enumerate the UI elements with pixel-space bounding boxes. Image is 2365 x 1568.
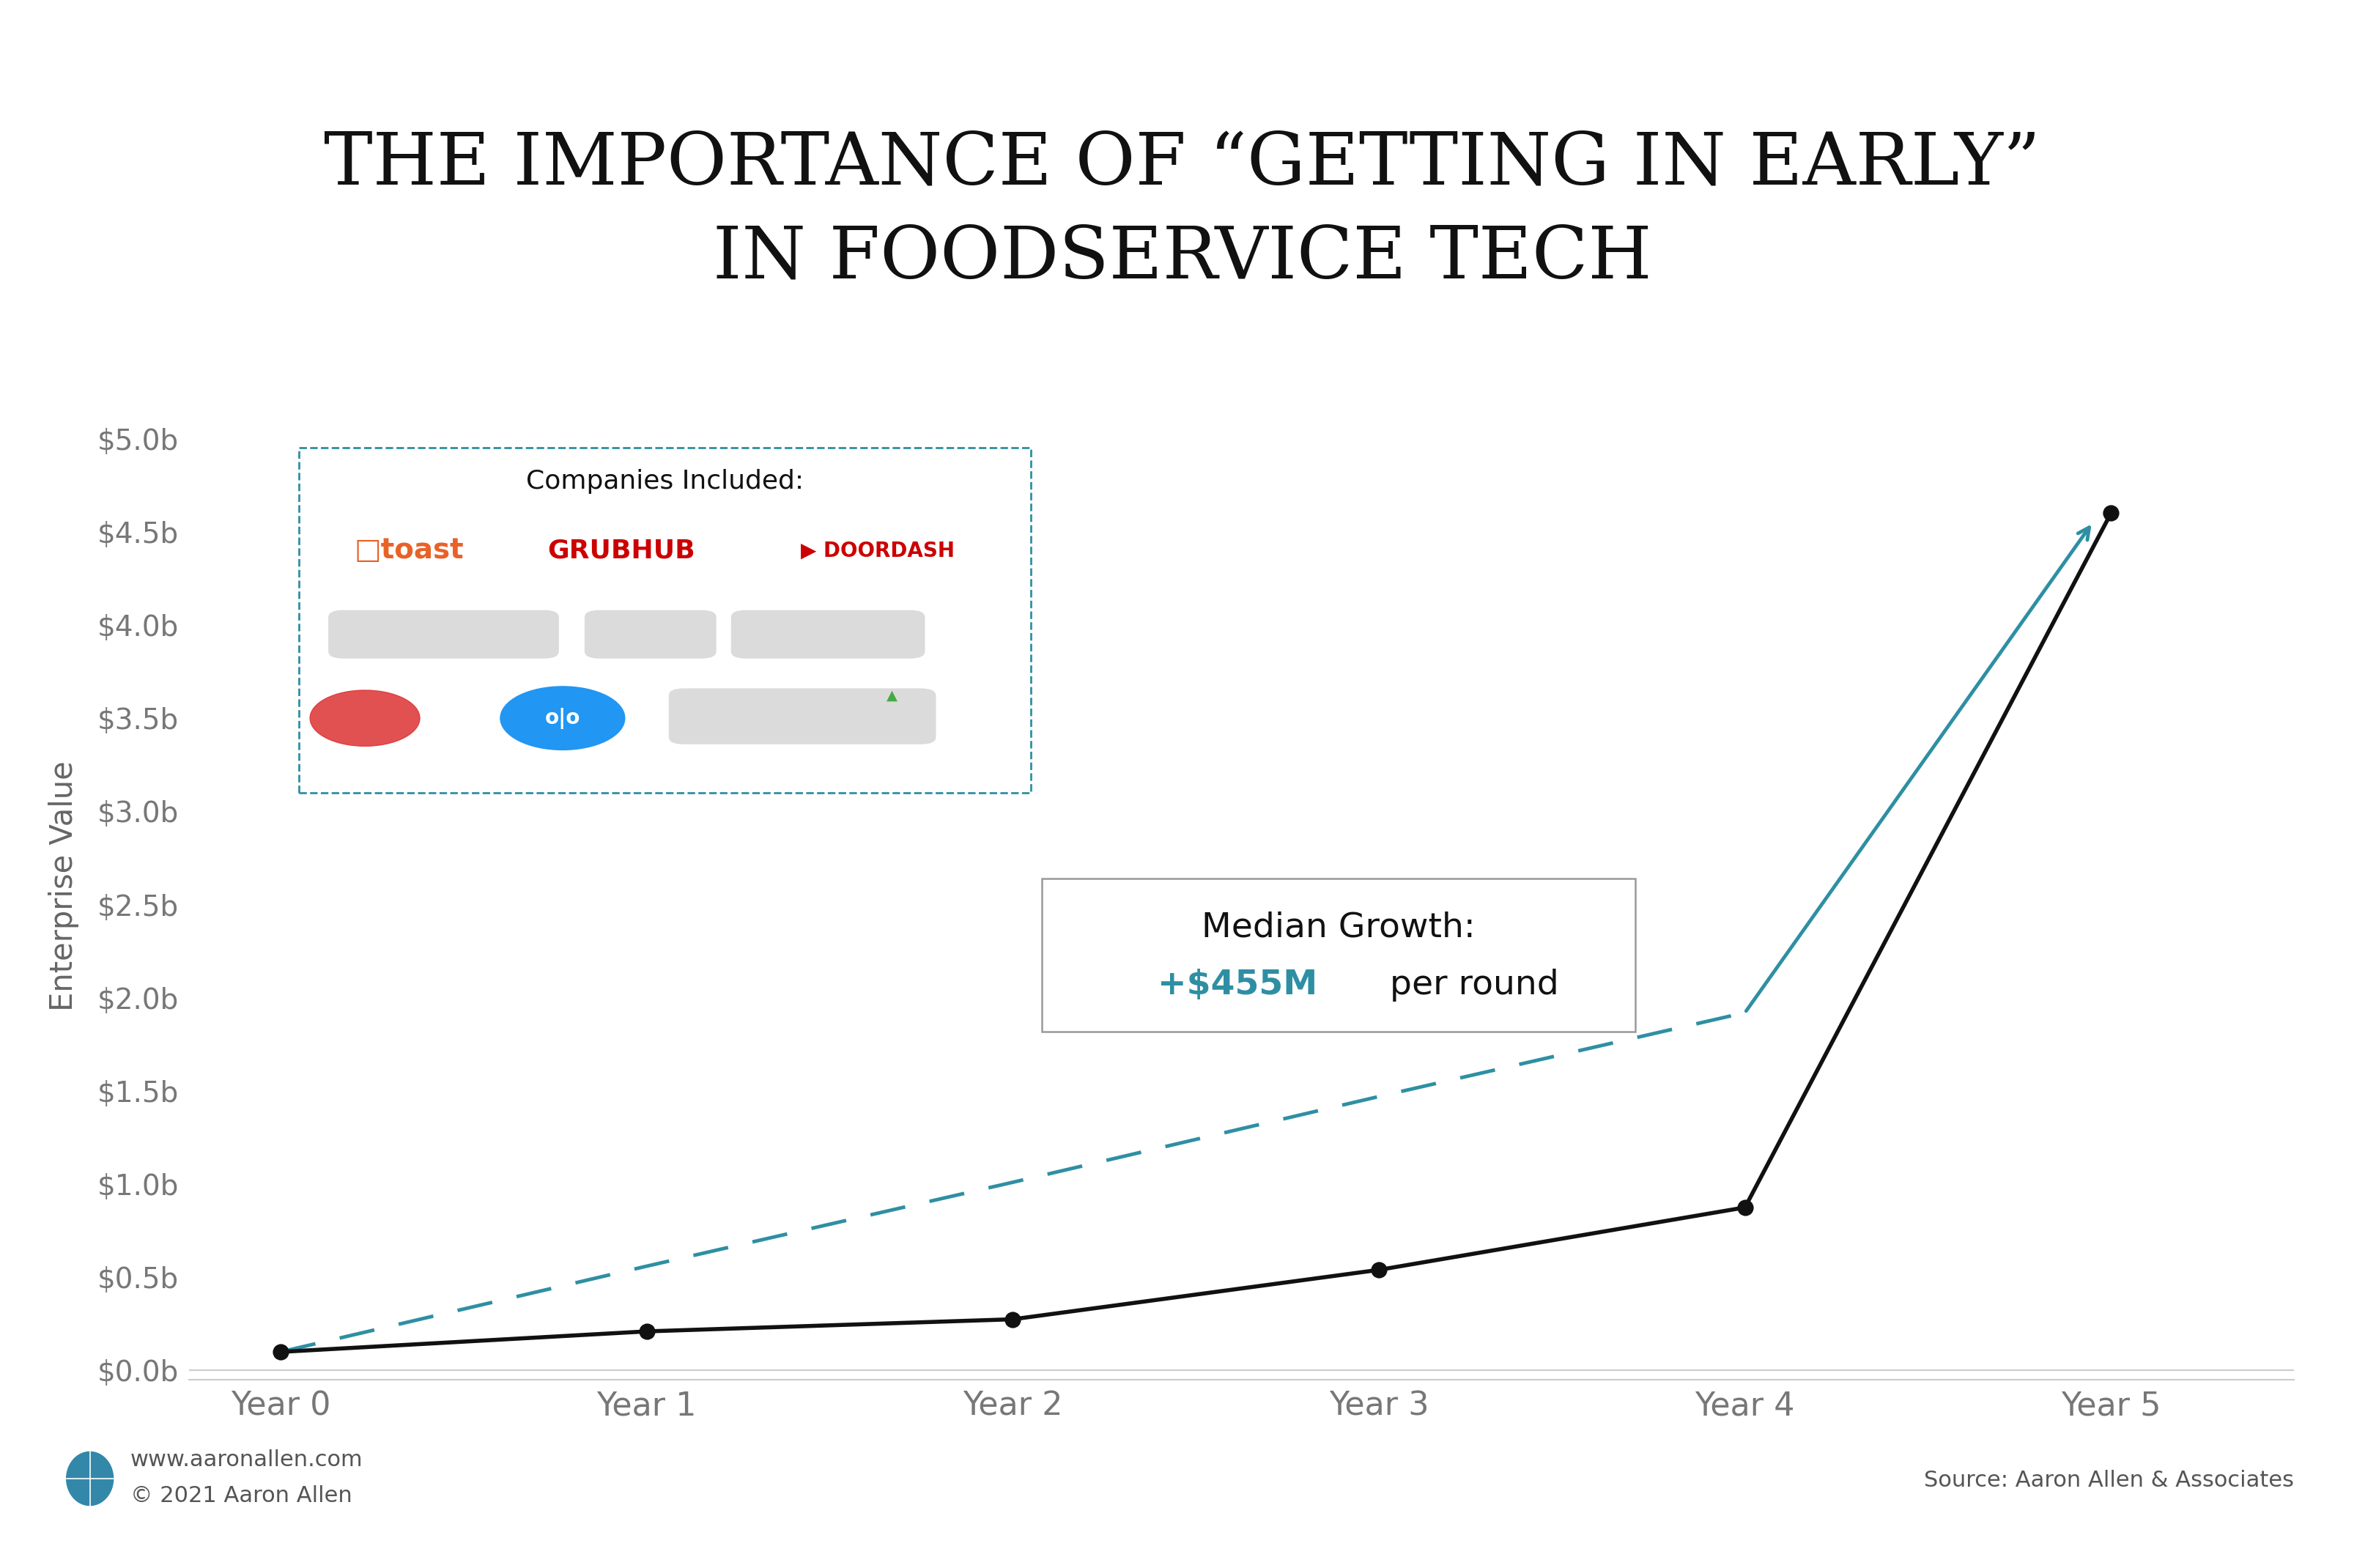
Circle shape (501, 687, 624, 750)
Text: per round: per round (1379, 969, 1559, 1002)
Text: © 2021 Aaron Allen: © 2021 Aaron Allen (130, 1485, 352, 1507)
Text: www.aaronallen.com: www.aaronallen.com (130, 1449, 362, 1471)
Polygon shape (66, 1452, 114, 1505)
Text: Median Growth:: Median Growth: (1201, 911, 1476, 944)
Text: IN FOODSERVICE TECH: IN FOODSERVICE TECH (712, 224, 1653, 293)
Text: Companies Included:: Companies Included: (525, 469, 804, 494)
Text: ▶ DOORDASH: ▶ DOORDASH (799, 539, 955, 561)
Text: +$455M: +$455M (1159, 969, 1317, 1002)
FancyBboxPatch shape (669, 688, 937, 745)
FancyBboxPatch shape (298, 448, 1031, 793)
Text: □toast: □toast (355, 536, 464, 564)
FancyBboxPatch shape (731, 610, 925, 659)
Text: THE IMPORTANCE OF “GETTING IN EARLY”: THE IMPORTANCE OF “GETTING IN EARLY” (324, 130, 2041, 199)
Text: o|o: o|o (544, 707, 579, 729)
Circle shape (310, 690, 421, 746)
FancyBboxPatch shape (584, 610, 717, 659)
Text: ▲: ▲ (887, 688, 899, 702)
Text: Source: Aaron Allen & Associates: Source: Aaron Allen & Associates (1925, 1469, 2294, 1491)
Y-axis label: Enterprise Value: Enterprise Value (47, 760, 78, 1011)
Text: GRUBHUB: GRUBHUB (546, 538, 695, 563)
FancyBboxPatch shape (329, 610, 558, 659)
FancyBboxPatch shape (1043, 878, 1634, 1032)
